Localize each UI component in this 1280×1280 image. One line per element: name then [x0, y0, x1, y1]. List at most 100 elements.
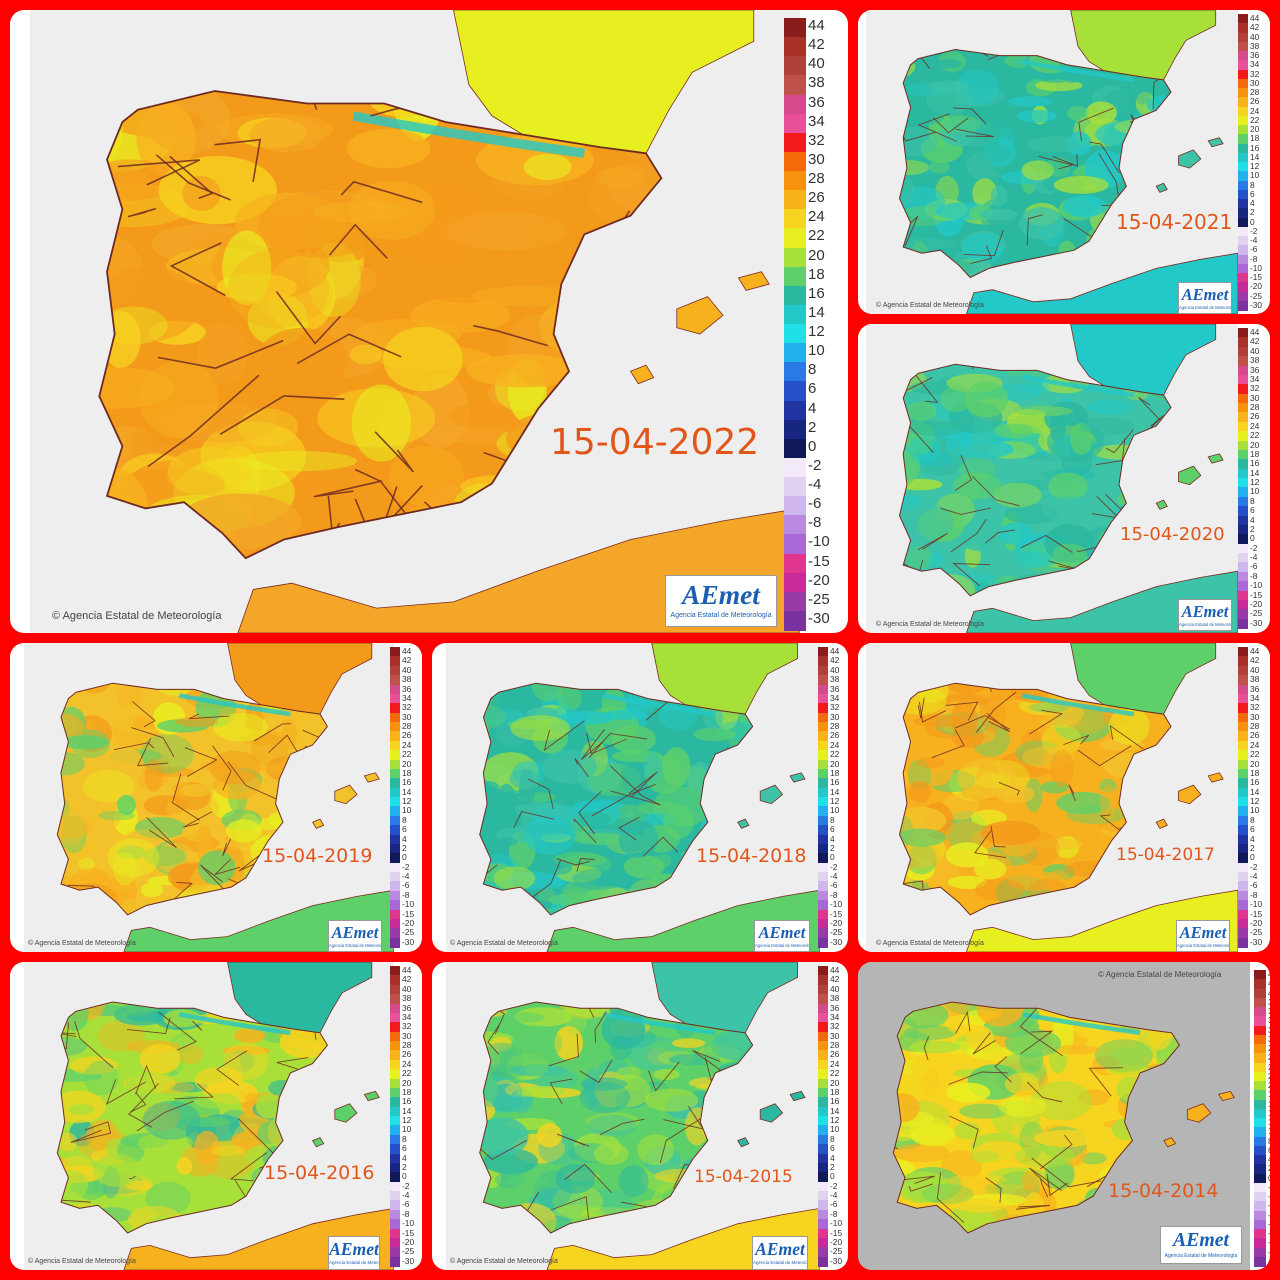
- scale-label: 22: [1250, 430, 1260, 441]
- scale-label: -20: [1250, 917, 1263, 928]
- scale-label: 38: [1250, 355, 1260, 366]
- scale-label: 0: [1268, 1173, 1270, 1182]
- scale-label: 32: [808, 131, 825, 149]
- mallorca-island: [1178, 465, 1202, 486]
- scale-label: 42: [830, 655, 840, 666]
- scale-label: 38: [830, 674, 840, 685]
- scale-label: -25: [402, 927, 415, 938]
- mallorca-island: [334, 784, 358, 805]
- temperature-map: [30, 10, 800, 633]
- scale-label: -15: [1268, 1229, 1270, 1238]
- copyright-icon: ©: [876, 302, 883, 309]
- scale-label: 42: [402, 974, 412, 985]
- scale-label: 18: [402, 767, 412, 778]
- scale-label: 14: [402, 786, 412, 797]
- menorca-island: [1207, 137, 1224, 148]
- scale-label: 26: [808, 189, 825, 207]
- credit-text: Agencia Estatal de Meteorología: [882, 621, 984, 628]
- north-africa-landmass: [546, 1207, 820, 1270]
- scale-label: -30: [830, 1255, 843, 1266]
- credit-text: Agencia Estatal de Meteorología: [456, 1258, 558, 1265]
- scale-label: -15: [1250, 589, 1263, 600]
- color-scale-bar: [784, 18, 806, 631]
- scale-label: 30: [402, 1030, 412, 1041]
- scale-label: -30: [402, 936, 415, 947]
- scale-label: -8: [830, 889, 838, 900]
- scale-label: 14: [1250, 151, 1260, 162]
- scale-label: 36: [808, 93, 825, 111]
- scale-label: 40: [402, 664, 412, 675]
- scale-label: 30: [1250, 392, 1260, 403]
- scale-label: 44: [402, 965, 412, 975]
- scale-label: 28: [830, 1040, 840, 1050]
- scale-label: 32: [1250, 383, 1260, 394]
- copyright-credit: © Agencia Estatal de Meteorología: [450, 940, 558, 947]
- scale-label: 16: [1268, 1099, 1270, 1108]
- menorca-island: [789, 772, 806, 783]
- menorca-island: [1207, 772, 1224, 783]
- north-africa-landmass: [123, 1207, 394, 1270]
- temperature-map: [24, 643, 394, 952]
- scale-label: 22: [830, 1068, 840, 1079]
- north-africa-landmass: [237, 507, 800, 633]
- scale-label: 28: [1250, 402, 1260, 412]
- scale-label: 20: [402, 758, 412, 769]
- scale-label: 32: [1250, 68, 1260, 79]
- scale-label: 38: [808, 74, 825, 92]
- scale-label: 16: [1250, 777, 1260, 788]
- scale-label: -15: [402, 1227, 415, 1238]
- scale-label: 26: [1250, 730, 1260, 741]
- scale-label: 42: [1250, 336, 1260, 347]
- scale-label: 26: [1250, 96, 1260, 107]
- scale-label: 4: [830, 1152, 835, 1163]
- scale-label: 18: [830, 1086, 840, 1097]
- logo-wordmark: AEmet: [1179, 922, 1227, 942]
- mallorca-island: [759, 784, 784, 805]
- scale-label: -2: [402, 861, 410, 872]
- scale-label: 4: [830, 833, 835, 844]
- scale-label: 0: [808, 437, 817, 455]
- scale-label: 28: [402, 721, 412, 731]
- scale-label: 22: [402, 1068, 412, 1079]
- credit-text: Agencia Estatal de Meteorología: [1105, 970, 1222, 979]
- credit-text: Agencia Estatal de Meteorología: [34, 1258, 136, 1265]
- scale-label: 12: [1250, 161, 1260, 171]
- scale-label: 2: [830, 1161, 835, 1172]
- scale-label: 14: [830, 786, 840, 797]
- scale-label: 18: [1250, 767, 1260, 778]
- scale-label: 6: [808, 380, 817, 398]
- copyright-credit: © Agencia Estatal de Meteorología: [876, 302, 984, 309]
- scale-label: 26: [830, 1049, 840, 1060]
- scale-label: -30: [1268, 1256, 1270, 1265]
- scale-label: 8: [1250, 495, 1255, 506]
- map-panel-2019: 44 42 40 38 36 34 32 30 28 26 24 22 20 18 16 14 12 10 8 6 4 2…: [10, 643, 422, 952]
- scale-label: 12: [830, 1115, 840, 1125]
- copyright-credit: © Agencia Estatal de Meteorología: [52, 610, 222, 622]
- scale-label: 0: [1250, 216, 1255, 227]
- scale-label: 28: [1250, 721, 1260, 731]
- map-date-label: 15-04-2018: [696, 845, 807, 867]
- scale-label: 8: [402, 814, 407, 825]
- scale-label: 2: [1268, 1164, 1270, 1173]
- scale-label: 28: [1268, 1044, 1270, 1053]
- scale-label: -20: [1250, 281, 1263, 292]
- coastline: [898, 682, 1172, 916]
- scale-label: 14: [808, 303, 825, 321]
- ibiza-island: [312, 1137, 325, 1148]
- scale-label: 18: [830, 767, 840, 778]
- scale-label: 44: [808, 17, 825, 34]
- scale-label: 0: [1250, 533, 1255, 544]
- logo-subtitle: Agencia Estatal de Meteorología: [755, 942, 810, 948]
- scale-label: 8: [830, 814, 835, 825]
- ibiza-island: [1163, 1137, 1177, 1148]
- scale-label: -20: [830, 1236, 843, 1247]
- logo-wordmark: AEmet: [1172, 1228, 1230, 1251]
- scale-label: 4: [402, 1152, 407, 1163]
- scale-label: 2: [1250, 523, 1255, 534]
- color-scale-bar: [818, 966, 828, 1267]
